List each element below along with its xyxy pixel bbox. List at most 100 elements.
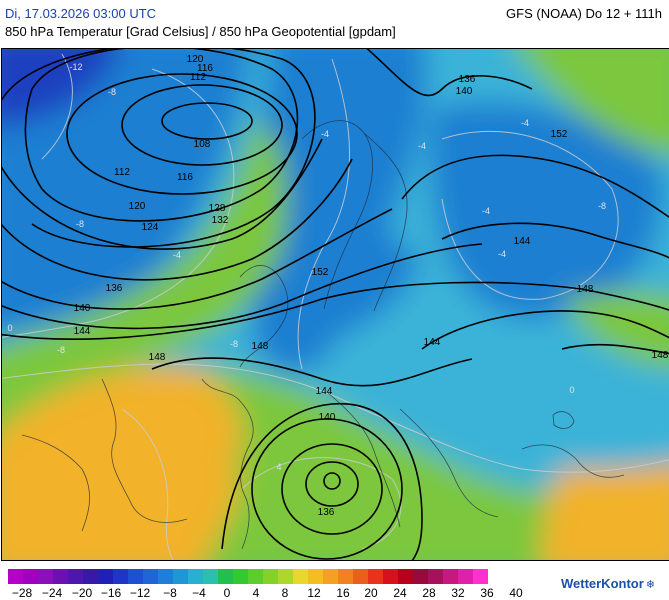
scale-tick: −16 xyxy=(100,586,122,600)
isotherm-label: -8 xyxy=(230,339,238,349)
scale-tick: 12 xyxy=(307,586,321,600)
contour-label: 144 xyxy=(514,236,531,247)
scale-swatch xyxy=(473,569,488,584)
scale-tick: 8 xyxy=(281,586,289,600)
scale-swatch xyxy=(263,569,278,584)
contour-label: 140 xyxy=(74,303,91,314)
scale-swatch xyxy=(443,569,458,584)
isotherm-label: -8 xyxy=(108,87,116,97)
isotherm-label: -4 xyxy=(418,141,426,151)
scale-tick: −24 xyxy=(41,586,63,600)
scale-swatch xyxy=(203,569,218,584)
scale-swatch xyxy=(83,569,98,584)
contour-label: 112 xyxy=(190,72,206,83)
contour-label: 144 xyxy=(424,337,441,348)
snowflake-icon: ❄ xyxy=(645,579,655,591)
contour-label: 152 xyxy=(312,267,329,278)
scale-swatch xyxy=(353,569,368,584)
temperature-isolines xyxy=(2,53,669,560)
contour-label: 108 xyxy=(194,139,211,150)
contour-label: 144 xyxy=(316,386,333,397)
contour-label: 120 xyxy=(129,201,146,212)
contour-label: 148 xyxy=(652,350,669,361)
scale-tick: 0 xyxy=(223,586,231,600)
scale-swatch xyxy=(323,569,338,584)
scale-swatch xyxy=(368,569,383,584)
contour-label: 124 xyxy=(142,222,159,233)
color-scale-bar xyxy=(8,569,488,584)
scale-swatch xyxy=(308,569,323,584)
contour-label: 120 xyxy=(187,54,204,65)
contour-label: 140 xyxy=(456,86,473,97)
scale-swatch xyxy=(233,569,248,584)
contour-label: 136 xyxy=(459,74,476,85)
scale-tick: 24 xyxy=(393,586,407,600)
isotherm-label: -4 xyxy=(498,249,506,259)
contour-label: 148 xyxy=(252,341,269,352)
contour-label: 116 xyxy=(177,172,193,183)
contour-label: 132 xyxy=(212,215,229,226)
scale-tick: 28 xyxy=(422,586,436,600)
scale-swatch xyxy=(188,569,203,584)
coastlines xyxy=(21,120,625,550)
contour-label: 116 xyxy=(197,63,213,74)
scale-swatch xyxy=(23,569,38,584)
scale-tick: 32 xyxy=(451,586,465,600)
scale-swatch xyxy=(218,569,233,584)
isotherm-label: -4 xyxy=(482,206,490,216)
map-subtitle: 850 hPa Temperatur [Grad Celsius] / 850 … xyxy=(5,24,396,39)
scale-swatch xyxy=(293,569,308,584)
contour-label: 148 xyxy=(577,284,594,295)
brand-name: WetterKontor xyxy=(560,576,644,591)
contour-label: 148 xyxy=(149,352,166,363)
scale-tick: 16 xyxy=(336,586,350,600)
scale-tick: −4 xyxy=(192,586,206,600)
scale-swatch xyxy=(68,569,83,584)
geopotential-contours xyxy=(2,49,669,560)
scale-tick: 20 xyxy=(364,586,378,600)
scale-swatch xyxy=(428,569,443,584)
isotherm-label: 0 xyxy=(7,323,12,333)
isotherm-label: -12 xyxy=(69,62,82,72)
contour-label: 128 xyxy=(209,203,226,214)
scale-swatch xyxy=(158,569,173,584)
isotherm-label: 4 xyxy=(276,462,281,472)
scale-swatch xyxy=(98,569,113,584)
scale-swatch xyxy=(398,569,413,584)
temperature-field xyxy=(2,49,669,560)
temperature-labels: -12 -8 -4 -8 -4 -4 0 -8 4 -4 -4 0 -8 -4 … xyxy=(7,62,606,472)
scale-swatch xyxy=(278,569,293,584)
scale-swatch xyxy=(413,569,428,584)
scale-swatch xyxy=(383,569,398,584)
scale-tick: −20 xyxy=(71,586,93,600)
scale-tick: −12 xyxy=(129,586,151,600)
brand-logo: WetterKontor ❄ xyxy=(561,576,655,591)
contour-label: 140 xyxy=(319,412,336,423)
scale-swatch xyxy=(8,569,23,584)
scale-tick: 4 xyxy=(252,586,260,600)
model-run-label: GFS (NOAA) Do 12 + 111h xyxy=(506,6,662,21)
isotherm-label: -8 xyxy=(57,345,65,355)
contour-label: 136 xyxy=(318,507,335,518)
scale-swatch xyxy=(458,569,473,584)
geopotential-labels: 120 116 112 108 112 116 120 124 128 132 … xyxy=(74,54,669,518)
isotherm-label: -8 xyxy=(598,201,606,211)
contour-label: 112 xyxy=(114,167,130,178)
scale-tick: −28 xyxy=(11,586,33,600)
contour-label: 136 xyxy=(106,283,123,294)
weather-map: 120 116 112 108 112 116 120 124 128 132 … xyxy=(1,48,669,561)
isotherm-label: 0 xyxy=(569,385,574,395)
scale-swatch xyxy=(248,569,263,584)
scale-tick: −8 xyxy=(163,586,177,600)
scale-swatch xyxy=(173,569,188,584)
isotherm-label: -4 xyxy=(173,250,181,260)
scale-swatch xyxy=(143,569,158,584)
forecast-date: Di, 17.03.2026 03:00 UTC xyxy=(5,6,157,21)
scale-swatch xyxy=(128,569,143,584)
scale-swatch xyxy=(38,569,53,584)
isotherm-label: -4 xyxy=(521,118,529,128)
scale-tick: 40 xyxy=(509,586,523,600)
scale-swatch xyxy=(53,569,68,584)
scale-tick: 36 xyxy=(480,586,494,600)
contour-label: 144 xyxy=(74,326,91,337)
